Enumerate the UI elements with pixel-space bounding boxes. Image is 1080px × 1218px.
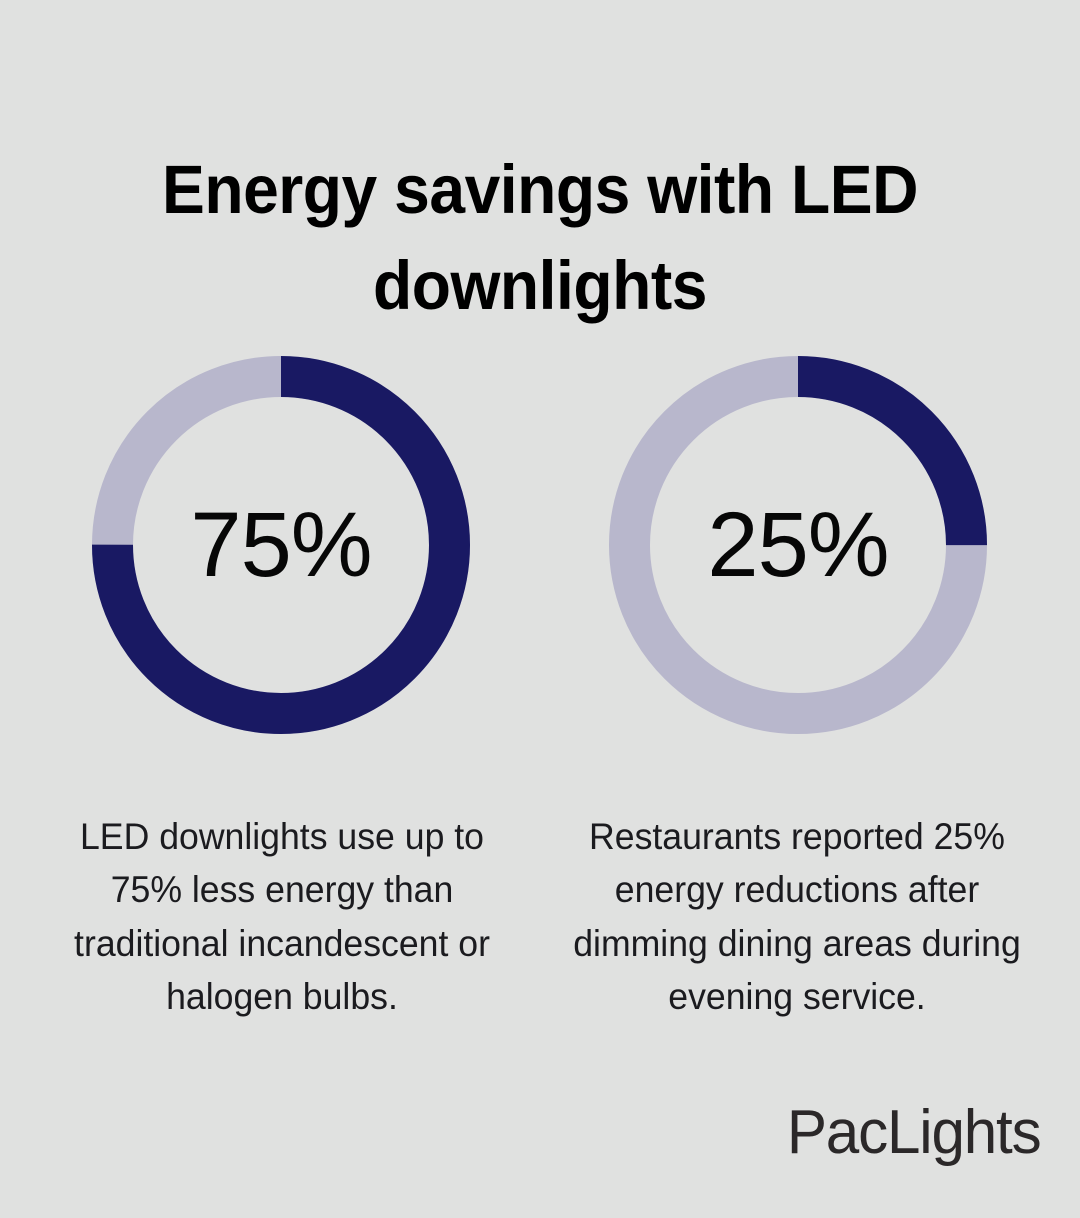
donut-svg-1 [92,356,470,734]
caption-restaurant-energy-reduction: Restaurants reported 25% energy reductio… [573,814,1021,1018]
captions-row: LED downlights use up to 75% less energy… [0,772,1080,1018]
donut-center-value-2: 25% [707,494,889,596]
donut-charts-row: 75% 25% [0,356,1080,736]
caption-led-energy-savings: LED downlights use up to 75% less energy… [74,814,490,1018]
page-title: Energy savings with LED downlights [162,151,918,325]
donut-center-value-1: 75% [190,494,372,596]
brand-logo: PacLights [786,1098,1041,1167]
donut-segment-1 [92,356,470,734]
donut-chart-led-energy-savings: 75% [92,356,470,734]
donut-segment-2 [609,356,987,734]
donut-chart-restaurant-energy-reduction: 25% [609,356,987,734]
donut-svg-2 [609,356,987,734]
